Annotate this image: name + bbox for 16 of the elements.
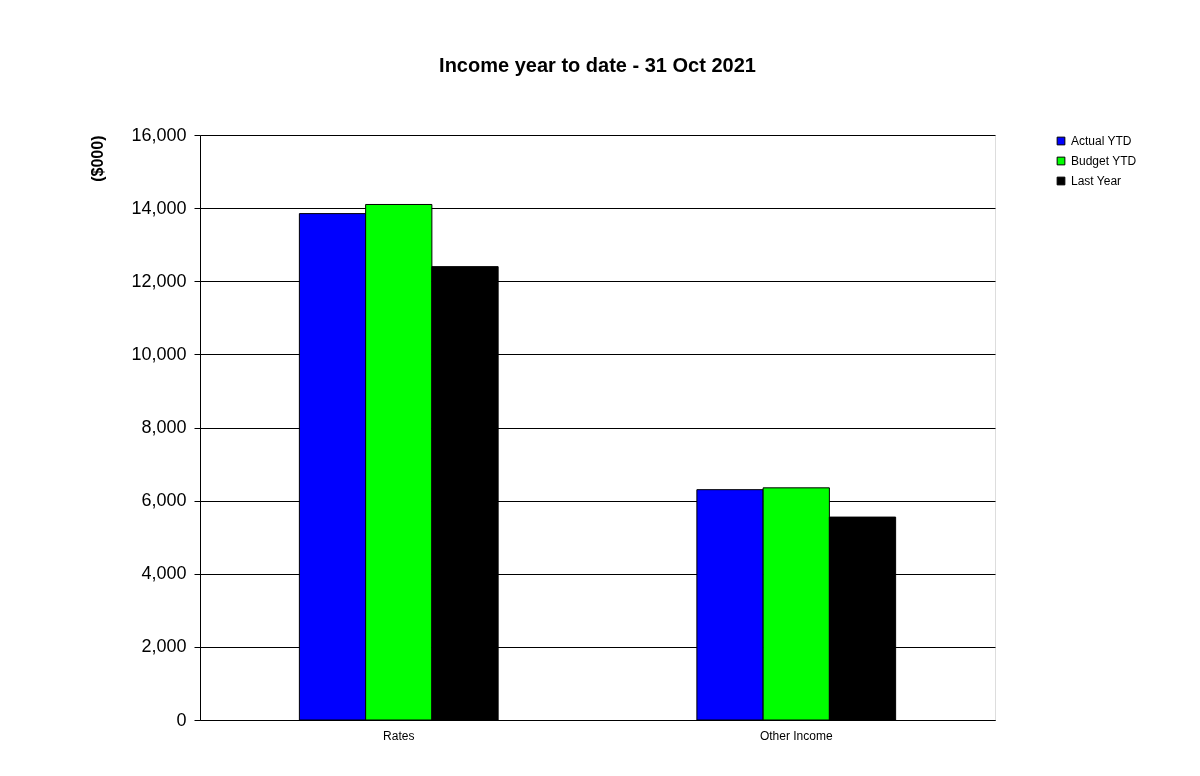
y-tick-label: 16,000 xyxy=(131,124,187,145)
legend-label: Last Year xyxy=(1071,174,1122,188)
x-tick-label: Other Income xyxy=(759,728,833,743)
x-tick-label: Rates xyxy=(383,728,415,743)
y-tick-label: 12,000 xyxy=(131,270,187,291)
y-tick-label: 8,000 xyxy=(141,417,187,437)
y-tick-label: 10,000 xyxy=(131,343,187,364)
y-tick-label: 14,000 xyxy=(131,197,187,218)
y-tick-label: 6,000 xyxy=(141,490,187,511)
legend-label: Budget YTD xyxy=(1071,154,1137,168)
legend-label: Actual YTD xyxy=(1071,134,1132,148)
y-tick-label: 2,000 xyxy=(141,636,187,657)
y-axis-title: ($000) xyxy=(88,135,106,182)
y-tick-label: 4,000 xyxy=(141,563,187,584)
y-tick-label: 0 xyxy=(176,709,187,730)
chart-title: Income year to date - 31 Oct 2021 xyxy=(439,54,756,76)
